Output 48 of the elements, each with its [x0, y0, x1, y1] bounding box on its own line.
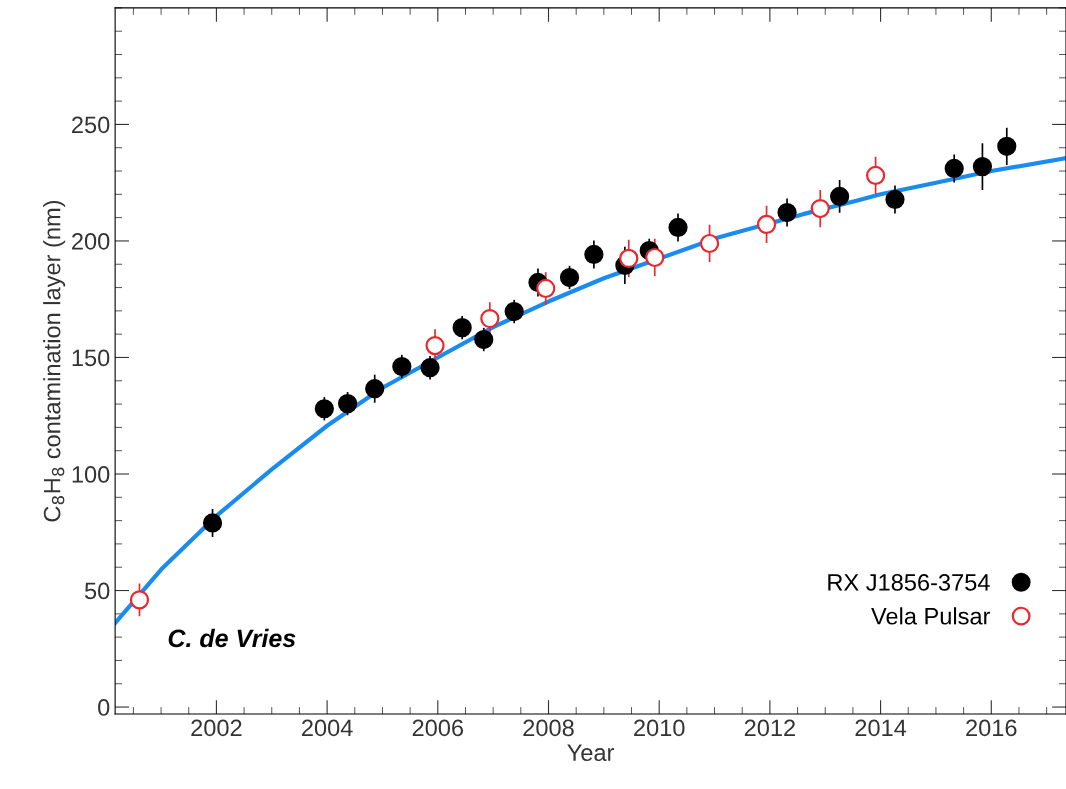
point	[944, 158, 964, 179]
point	[536, 278, 556, 299]
y-tick-label: 0	[98, 699, 110, 716]
x-tick-label: 2010	[634, 719, 685, 737]
point	[202, 513, 223, 533]
y-tick-label: 150	[72, 349, 110, 367]
point	[392, 356, 412, 377]
x-tick-label: 2014	[855, 719, 907, 737]
point	[129, 590, 150, 610]
legend-label: Vela Pulsar	[871, 607, 991, 625]
point	[972, 156, 993, 177]
point	[619, 248, 639, 269]
point	[314, 399, 334, 419]
y-tick-label: 200	[72, 233, 110, 250]
y-axis-title: C$_{8}$H$_{8}$ contamination layer (nm)	[43, 200, 66, 522]
y-tick-label: 100	[72, 466, 110, 483]
point	[645, 247, 665, 268]
point	[699, 233, 720, 254]
point	[997, 136, 1017, 156]
x-tick-label: 2002	[191, 719, 242, 737]
point	[865, 165, 886, 186]
point	[777, 202, 797, 223]
point	[504, 301, 524, 322]
point	[559, 267, 580, 288]
x-tick-label: 2004	[302, 719, 353, 737]
point	[885, 189, 905, 210]
y-tick-label: 50	[84, 582, 110, 600]
point	[810, 198, 830, 219]
x-tick-label: 2006	[412, 719, 464, 737]
line-series	[115, 156, 1066, 626]
point	[668, 217, 688, 238]
legend-label: RX J1856-3754	[828, 574, 990, 591]
point	[756, 214, 777, 235]
point	[474, 329, 494, 350]
x-tick-label: 2012	[744, 719, 795, 737]
point	[584, 244, 604, 265]
point	[452, 318, 472, 338]
x-axis-title: Year	[567, 744, 615, 762]
point	[830, 186, 850, 207]
x-tick-label: 2016	[966, 719, 1017, 737]
y-tick-label: 250	[72, 116, 110, 134]
x-tick-label: 2008	[523, 719, 574, 737]
annotation: C. de Vries	[168, 628, 296, 648]
point	[425, 335, 445, 356]
point	[337, 394, 358, 414]
point	[365, 379, 385, 399]
point	[420, 358, 440, 378]
point	[480, 308, 500, 329]
